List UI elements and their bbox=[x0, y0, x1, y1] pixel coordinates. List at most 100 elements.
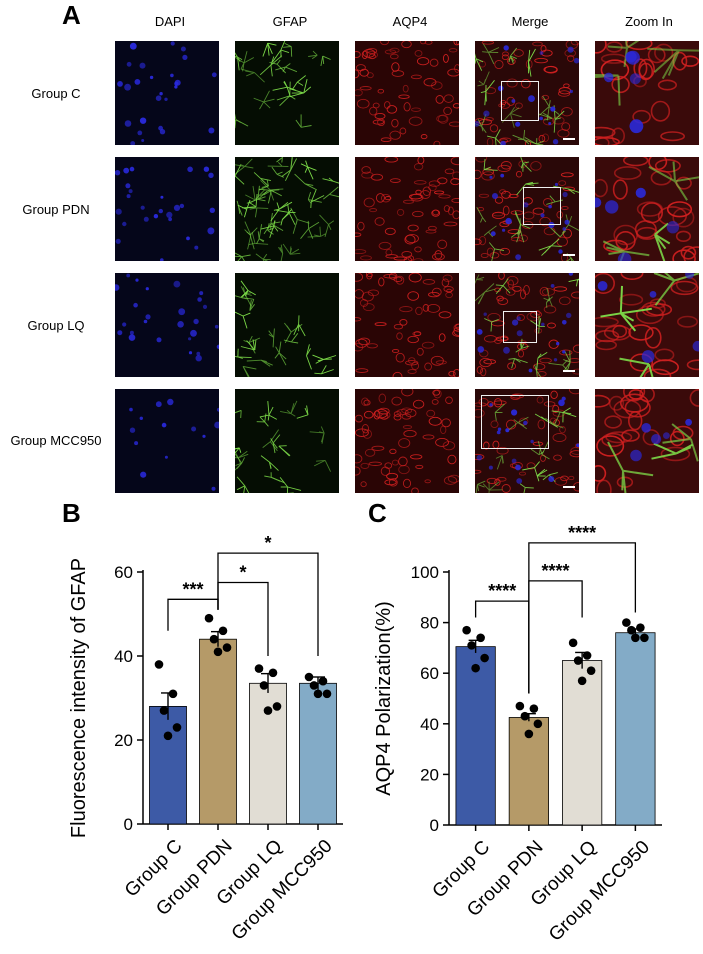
data-point bbox=[586, 666, 596, 675]
micrograph-tile bbox=[115, 273, 219, 377]
micrograph-tile bbox=[235, 389, 339, 493]
y-tick-label: 20 bbox=[420, 765, 439, 784]
zoom-region-box bbox=[523, 187, 561, 225]
scale-bar bbox=[563, 486, 575, 488]
panel-label-b: B bbox=[62, 498, 81, 528]
data-point bbox=[520, 711, 530, 721]
bar bbox=[149, 705, 187, 825]
micrograph-tile bbox=[235, 273, 339, 377]
data-point bbox=[218, 626, 228, 636]
y-tick-label: 60 bbox=[420, 664, 439, 683]
micrograph-tile bbox=[355, 41, 459, 145]
y-axis-label: AQP4 Polarization(%) bbox=[373, 601, 395, 796]
data-point bbox=[168, 689, 178, 699]
y-tick-label: 80 bbox=[420, 614, 439, 633]
micrograph-tile bbox=[355, 389, 459, 493]
row-label-group-mcc950: Group MCC950 bbox=[10, 433, 102, 448]
data-point bbox=[471, 663, 480, 673]
significance-label: **** bbox=[541, 561, 569, 581]
data-point bbox=[263, 706, 273, 715]
data-point bbox=[524, 729, 534, 739]
column-header-dapi: DAPI bbox=[154, 14, 186, 29]
scale-bar bbox=[563, 254, 575, 256]
micrograph-tile bbox=[595, 157, 699, 261]
data-point bbox=[515, 701, 525, 711]
data-point bbox=[259, 681, 269, 690]
data-point bbox=[222, 643, 232, 652]
significance-label: *** bbox=[182, 579, 203, 599]
data-point bbox=[573, 656, 583, 665]
significance-bracket bbox=[528, 542, 637, 694]
y-tick-label: 0 bbox=[124, 815, 133, 834]
micrograph-tile bbox=[355, 273, 459, 377]
column-header-gfap: GFAP bbox=[272, 14, 308, 29]
data-point bbox=[304, 672, 314, 682]
data-point bbox=[480, 653, 489, 663]
data-point bbox=[462, 625, 471, 635]
y-tick-label: 40 bbox=[114, 647, 133, 666]
micrograph-tile bbox=[595, 41, 699, 145]
micrograph-tile bbox=[595, 389, 699, 493]
data-point bbox=[582, 651, 592, 660]
column-header-aqp4: AQP4 bbox=[392, 14, 428, 29]
data-point bbox=[529, 704, 539, 713]
zoom-region-box bbox=[503, 311, 537, 343]
y-tick-label: 60 bbox=[114, 563, 133, 582]
column-header-merge: Merge bbox=[511, 14, 549, 29]
x-tick-label: Group MCC950 bbox=[545, 837, 654, 946]
data-point bbox=[268, 668, 278, 678]
data-point bbox=[627, 625, 636, 635]
zoom-region-box bbox=[501, 81, 539, 121]
data-point bbox=[163, 731, 173, 741]
scale-bar bbox=[563, 370, 575, 372]
micrograph-tile bbox=[235, 157, 339, 261]
panel-label-c: C bbox=[368, 498, 387, 528]
y-tick-label: 0 bbox=[430, 816, 439, 835]
data-point bbox=[154, 660, 164, 669]
micrograph-tile bbox=[355, 157, 459, 261]
significance-label: **** bbox=[568, 523, 596, 543]
significance-label: * bbox=[239, 563, 246, 583]
data-point bbox=[309, 681, 319, 690]
significance-label: **** bbox=[488, 581, 516, 601]
micrograph-tile bbox=[595, 273, 699, 377]
micrograph-tile bbox=[115, 41, 219, 145]
bar bbox=[199, 638, 237, 825]
y-tick-label: 20 bbox=[114, 731, 133, 750]
data-point bbox=[577, 676, 587, 686]
zoom-region-box bbox=[481, 395, 549, 449]
y-axis-label: Fluorescence intensity of GFAP bbox=[68, 558, 90, 838]
micrograph-tile bbox=[115, 157, 219, 261]
data-point bbox=[204, 613, 214, 623]
bar bbox=[455, 646, 496, 826]
micrograph-tile bbox=[475, 41, 579, 145]
panel-label-a: A bbox=[62, 0, 81, 30]
significance-bracket bbox=[217, 552, 319, 656]
data-point bbox=[322, 689, 332, 699]
data-point bbox=[640, 633, 649, 643]
data-point bbox=[313, 689, 323, 699]
y-tick-label: 40 bbox=[420, 715, 439, 734]
data-point bbox=[622, 618, 631, 627]
data-point bbox=[636, 623, 645, 632]
column-header-zoom-in: Zoom In bbox=[625, 14, 673, 29]
micrograph-tile bbox=[475, 273, 579, 377]
bar bbox=[249, 682, 287, 825]
bar bbox=[299, 682, 337, 825]
data-point bbox=[318, 676, 328, 686]
data-point bbox=[631, 633, 640, 643]
significance-label: * bbox=[264, 533, 271, 553]
micrograph-tile bbox=[115, 389, 219, 493]
data-point bbox=[159, 706, 169, 715]
bar bbox=[562, 660, 603, 826]
scale-bar bbox=[563, 138, 575, 140]
data-point bbox=[272, 702, 282, 711]
micrograph-tile bbox=[475, 157, 579, 261]
data-point bbox=[213, 647, 223, 657]
data-point bbox=[467, 641, 476, 650]
row-label-group-lq: Group LQ bbox=[27, 318, 85, 333]
micrograph-tile bbox=[475, 389, 579, 493]
row-label-group-c: Group C bbox=[31, 86, 81, 101]
